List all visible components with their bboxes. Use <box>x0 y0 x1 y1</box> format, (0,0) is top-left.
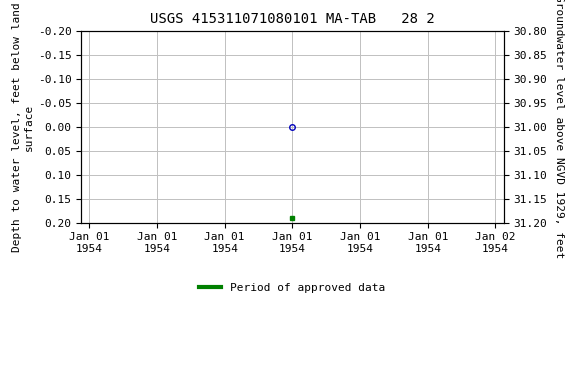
Y-axis label: Groundwater level above NGVD 1929, feet: Groundwater level above NGVD 1929, feet <box>554 0 564 258</box>
Y-axis label: Depth to water level, feet below land
surface: Depth to water level, feet below land su… <box>12 2 33 252</box>
Title: USGS 415311071080101 MA-TAB   28 2: USGS 415311071080101 MA-TAB 28 2 <box>150 12 435 26</box>
Legend: Period of approved data: Period of approved data <box>195 278 390 298</box>
